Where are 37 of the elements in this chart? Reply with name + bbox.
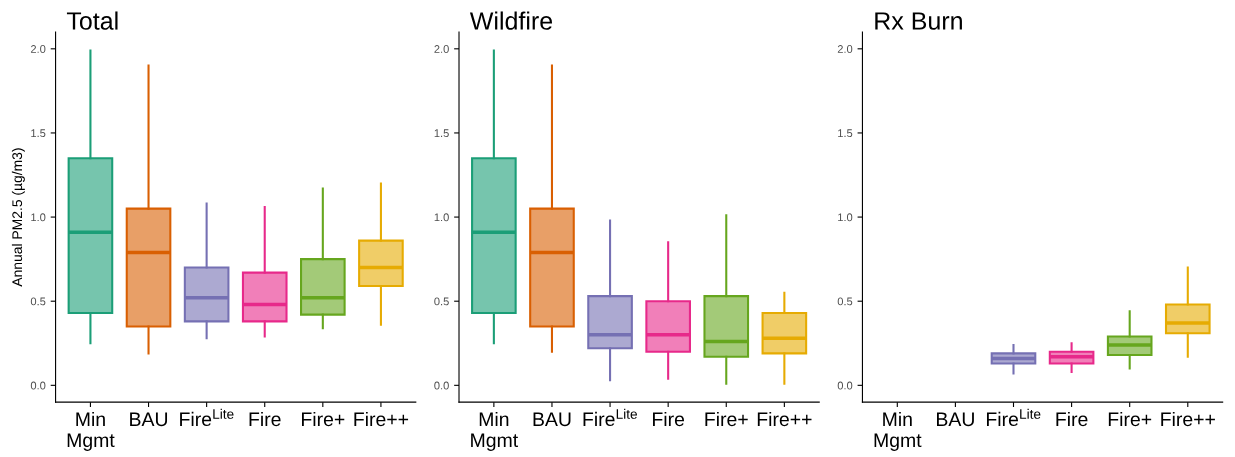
- x-tick-label: Fire+: [1108, 411, 1152, 427]
- y-tick-label: 0.0: [434, 381, 449, 390]
- x-tick-label: Fire++: [1161, 411, 1215, 427]
- x-tick-label: Fire: [1056, 411, 1088, 427]
- x-tick-label: Min Mgmt: [874, 411, 922, 451]
- y-tick-label: 0.5: [837, 297, 853, 306]
- x-tick-label: Fire: [249, 411, 281, 427]
- y-tick-label: 2.0: [434, 45, 449, 53]
- x-tick-label: BAU: [937, 412, 974, 427]
- x-tick-label: Fire$^{Lite}$: [180, 408, 234, 427]
- chart-title: Rx Burn: [875, 12, 962, 30]
- y-tick-label: 1.5: [31, 129, 46, 138]
- y-tick-label: 0.0: [30, 381, 46, 390]
- y-tick-label: 0.0: [837, 381, 853, 390]
- x-tick-label: Min Mgmt: [67, 411, 115, 451]
- y-tick-label: 1.5: [434, 129, 449, 138]
- x-tick-label: Fire$^{Lite}$: [583, 408, 637, 427]
- x-tick-label: BAU: [533, 412, 571, 427]
- x-tick-label: Fire++: [354, 411, 409, 427]
- x-tick-label: Fire: [653, 411, 685, 427]
- y-tick-label: 1.0: [838, 213, 853, 222]
- y-tick-label: 0.5: [434, 297, 449, 306]
- x-tick-label: Fire+: [302, 411, 345, 427]
- x-tick-label: Fire++: [757, 411, 812, 427]
- y-tick-label: 1.0: [434, 213, 449, 222]
- x-tick-label: Fire$^{Lite}$: [986, 408, 1041, 427]
- y-tick-label: 2.0: [837, 45, 853, 53]
- x-tick-label: BAU: [130, 412, 168, 427]
- y-tick-label: 2.0: [30, 45, 46, 53]
- y-axis-title: Annual PM2.5 (µg/m3): [11, 148, 25, 287]
- chart-title: Wildfire: [469, 11, 553, 30]
- y-tick-label: 0.5: [30, 297, 46, 306]
- chart-title: Total: [66, 11, 118, 30]
- x-tick-label: Fire+: [705, 411, 748, 427]
- x-tick-label: Min Mgmt: [471, 411, 519, 451]
- y-tick-label: 1.5: [838, 129, 853, 138]
- y-tick-label: 1.0: [31, 213, 46, 222]
